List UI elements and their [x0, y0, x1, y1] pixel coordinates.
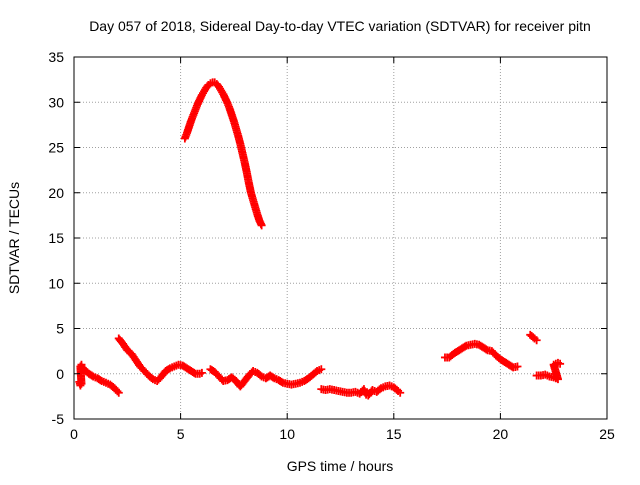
- data-point: [114, 388, 123, 397]
- data-point: [532, 336, 541, 345]
- y-axis-label: SDTVAR / TECUs: [6, 182, 22, 294]
- series-arc-4: [180, 78, 266, 230]
- chart-title: Day 057 of 2018, Sidereal Day-to-day VTE…: [89, 18, 591, 34]
- y-tick-label: 0: [56, 366, 64, 382]
- x-tick-label: 10: [279, 426, 295, 442]
- data-point: [513, 362, 522, 371]
- series-arc-8: [526, 330, 541, 345]
- y-tick-label: 10: [48, 275, 64, 291]
- y-tick-label: -5: [52, 411, 65, 427]
- data-point: [556, 359, 565, 368]
- data-point: [396, 388, 405, 397]
- series-arc-7: [440, 339, 522, 372]
- y-tick-label: 30: [48, 94, 64, 110]
- series-arc-3: [114, 334, 206, 385]
- y-tick-label: 20: [48, 185, 64, 201]
- y-tick-label: 15: [48, 230, 64, 246]
- series-arc-6: [317, 381, 405, 400]
- data-point: [257, 221, 266, 230]
- x-tick-label: 20: [493, 426, 509, 442]
- data-point-fill: [113, 387, 122, 396]
- x-tick-label: 25: [599, 426, 615, 442]
- data-points: [75, 78, 565, 400]
- x-tick-label: 15: [386, 426, 402, 442]
- x-tick-label: 5: [177, 426, 185, 442]
- y-tick-label: 35: [48, 49, 64, 65]
- axis-ticks: 0 5 10 15 20 25 -5 0 5 10 15 20 25 30 35: [48, 49, 615, 442]
- series-arc-1: [75, 360, 86, 390]
- x-axis-label: GPS time / hours: [287, 458, 394, 474]
- series-arc-5: [206, 365, 326, 391]
- series-arc-9: [532, 358, 565, 384]
- data-point: [317, 365, 326, 374]
- x-tick-label: 0: [70, 426, 78, 442]
- y-tick-label: 25: [48, 140, 64, 156]
- data-point: [197, 368, 206, 377]
- series-arc-2: [77, 362, 123, 397]
- y-tick-label: 5: [56, 321, 64, 337]
- grid-lines: [74, 57, 607, 419]
